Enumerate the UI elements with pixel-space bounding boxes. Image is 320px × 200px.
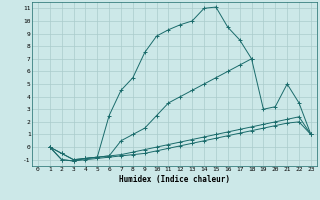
X-axis label: Humidex (Indice chaleur): Humidex (Indice chaleur)	[119, 175, 230, 184]
